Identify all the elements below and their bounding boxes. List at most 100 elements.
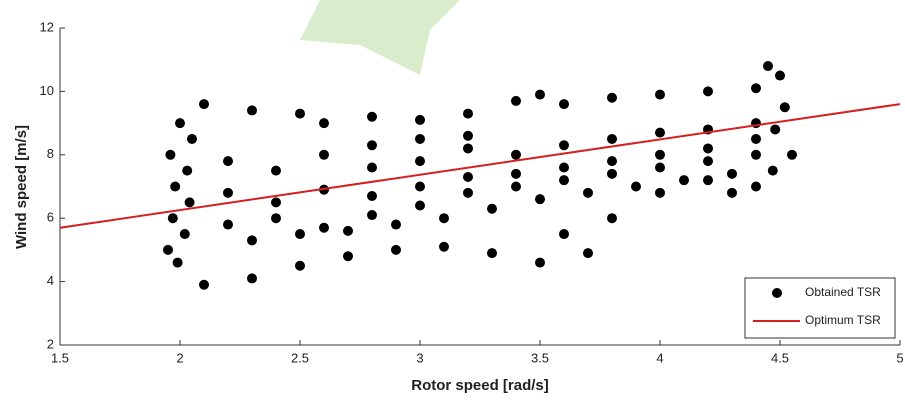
data-point [367,162,377,173]
data-point [583,187,593,198]
data-point [787,149,797,160]
data-point [187,133,197,144]
data-point [439,213,449,224]
data-point [415,200,425,211]
data-point [367,210,377,221]
data-point [583,248,593,259]
y-tick-label: 2 [47,336,54,351]
data-point [487,203,497,214]
data-point [319,149,329,160]
watermark-shape [300,0,460,75]
data-point [779,102,790,113]
data-point [223,187,233,198]
data-point [727,168,737,179]
data-point [367,111,377,122]
data-point [415,114,425,125]
data-point [559,140,569,151]
data-point [751,181,761,192]
data-point [179,229,190,240]
data-point [775,70,785,81]
data-point [391,244,401,255]
x-tick-label: 3 [416,350,423,365]
data-point [463,171,473,182]
data-point [175,118,185,129]
data-point [271,165,281,176]
data-point [463,108,473,119]
data-point [184,197,195,208]
data-point [367,191,377,202]
data-point [703,143,713,154]
x-tick-label: 5 [896,350,903,365]
data-point [463,187,473,198]
data-point [167,213,178,224]
data-point [607,156,617,167]
data-point [199,279,209,290]
data-point [343,251,353,262]
legend-label: Obtained TSR [805,285,881,299]
data-point [703,86,713,97]
y-tick-label: 10 [40,83,54,98]
y-tick-label: 6 [47,210,54,225]
data-point [559,162,569,173]
data-point [271,197,281,208]
data-point [415,181,425,192]
data-point [535,257,545,268]
data-point [751,133,761,144]
data-point [751,83,761,94]
data-point [511,181,521,192]
data-point [163,244,173,255]
data-point [655,162,665,173]
data-point [343,225,353,236]
data-point [487,248,497,259]
y-tick-label: 12 [40,19,54,34]
data-point [319,222,329,233]
data-point [247,105,257,116]
legend-box [744,277,896,339]
y-tick-label: 4 [47,273,54,288]
data-point [165,149,176,160]
data-point [295,260,305,271]
data-point [535,194,545,205]
data-point [631,181,641,192]
data-point [247,235,257,246]
data-point [559,175,569,186]
data-point [172,257,183,268]
data-point [763,61,773,72]
x-tick-label: 4 [656,350,663,365]
data-point [511,95,521,106]
data-point [511,149,521,160]
data-point [391,219,401,230]
data-point [655,127,665,138]
data-point [607,133,617,144]
data-point [727,187,737,198]
data-point [511,168,521,179]
data-point [415,156,425,167]
data-point [770,124,781,135]
data-point [767,165,778,176]
x-tick-label: 2 [176,350,183,365]
y-axis-label: Wind speed [m/s] [13,125,30,249]
x-tick-label: 4.5 [771,350,789,365]
data-point [655,149,665,160]
data-point [199,99,209,110]
data-point [247,273,257,284]
data-point [535,89,545,100]
data-point [655,187,665,198]
data-point [182,165,193,176]
data-point [439,241,449,252]
legend-label: Optimum TSR [805,313,881,327]
x-axis-label: Rotor speed [rad/s] [411,377,549,394]
data-point [319,118,329,129]
x-tick-label: 2.5 [291,350,309,365]
data-point [607,92,617,103]
data-point [463,130,473,141]
data-point [751,149,761,160]
data-point [559,229,569,240]
data-point [415,133,425,144]
data-point [607,213,617,224]
data-point [655,89,665,100]
x-tick-label: 1.5 [51,350,69,365]
data-point [679,175,689,186]
data-point [559,99,569,110]
